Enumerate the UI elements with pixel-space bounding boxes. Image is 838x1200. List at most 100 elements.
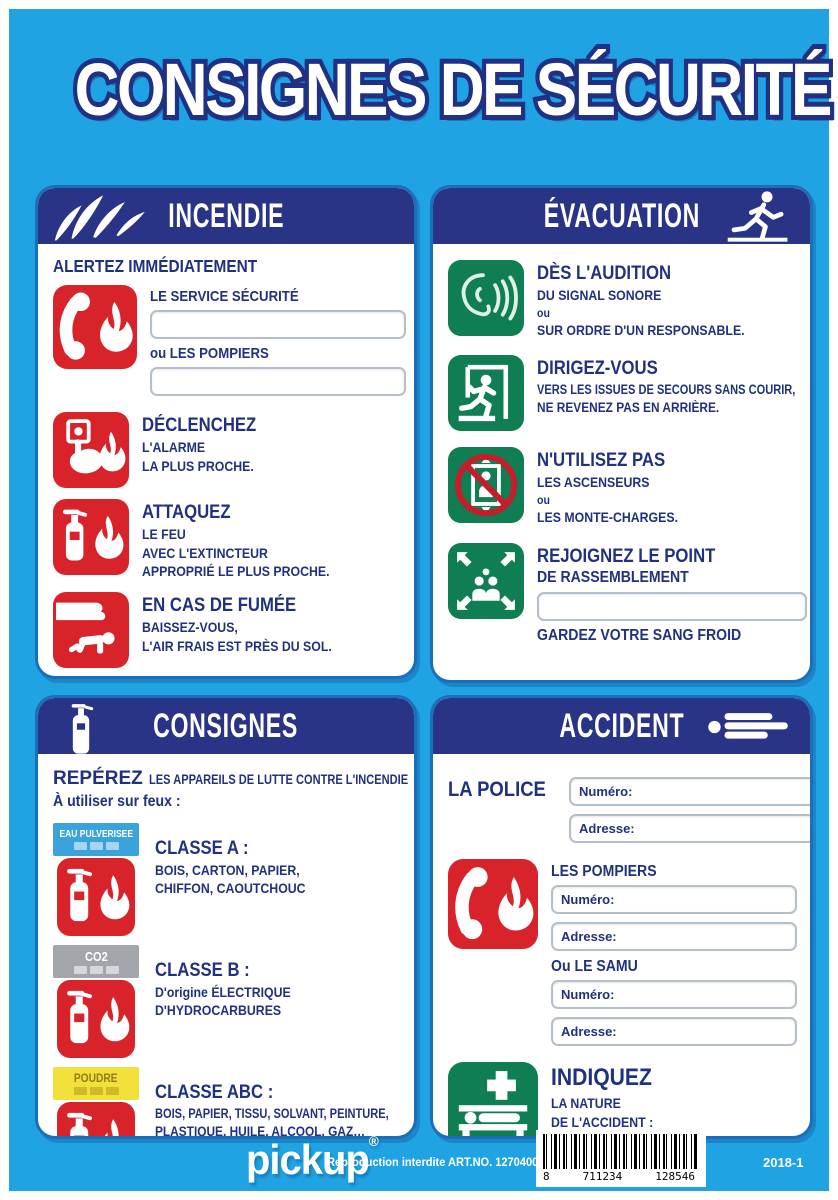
evacuation-exit-row: DIRIGEZ-VOUS VERS LES ISSUES DE SECOURS … (448, 355, 797, 432)
rassemblement-head: REJOIGNEZ LE POINT (537, 545, 716, 567)
accident-header: ACCIDENT (433, 698, 810, 754)
ascenseurs-line: ou (537, 492, 550, 507)
evacuation-elevator-row: N'UTILISEZ PAS LES ASCENSEURS ou LES MON… (448, 447, 797, 526)
pickup-logo-text: pickup (246, 1136, 370, 1183)
poster-title-text: CONSIGNES DE SÉCURITÉ (74, 48, 833, 131)
fumee-line: L'AIR FRAIS EST PRÈS DU SOL. (142, 637, 332, 654)
indiquez-head: INDIQUEZ (551, 1064, 652, 1091)
lying-person-icon (708, 713, 788, 739)
attaquez-line: APPROPRIÉ LE PLUS PROCHE. (142, 563, 330, 580)
barcode-digit-group: 128546 (655, 1170, 695, 1183)
eau-pulverisee-tag: EAU PULVERISEE (53, 822, 139, 856)
declenchez-line: L'ALARME (142, 438, 206, 455)
classe-a-head: CLASSE A : (155, 837, 249, 859)
samu-numero-input[interactable]: Numéro: (551, 980, 797, 1009)
extinguisher-fire-icon (53, 980, 139, 1058)
assembly-point-icon (448, 542, 524, 619)
attaquez-line: LE FEU (142, 525, 186, 542)
fumee-head: EN CAS DE FUMÉE (142, 595, 297, 617)
panel-evacuation: ÉVACUATION (430, 185, 813, 683)
dirigez-head: DIRIGEZ-VOUS (537, 358, 658, 380)
classe-b-row: CO2 CLASSE B : D'origine ÉLECTRIQUE D'HY… (53, 944, 401, 1058)
evacuation-audition-row: DÈS L'AUDITION DU SIGNAL SONORE ou SUR O… (448, 260, 797, 339)
police-row: LA POLICE Numéro: Adresse: (448, 772, 810, 848)
incendie-smoke-row: EN CAS DE FUMÉE BAISSEZ-VOUS, L'AIR FRAI… (53, 592, 401, 669)
stretcher-icon (448, 1062, 538, 1136)
flames-icon (54, 195, 145, 241)
running-man-icon (727, 191, 788, 242)
ascenseurs-line: LES MONTE-CHARGES. (537, 508, 679, 525)
extinguisher-icon (71, 704, 94, 754)
pompiers-numero-input[interactable]: Numéro: (551, 885, 797, 914)
barcode-digits: 8 711234 128546 (543, 1169, 699, 1183)
panel-accident: ACCIDENT LA POLICE Numéro: Adresse: (430, 695, 813, 1139)
ascenseurs-line: LES ASCENSEURS (537, 474, 650, 491)
classe-a-line: CHIFFON, CAOUTCHOUC (155, 880, 306, 897)
reperez-strong: REPÉREZ (53, 768, 143, 789)
pompiers-label: ou LES POMPIERS (150, 345, 269, 363)
picto-box (73, 965, 87, 974)
evacuation-assembly-row: REJOIGNEZ LE POINT DE RASSEMBLEMENT GARD… (448, 542, 807, 647)
poster-title-outline: CONSIGNES DE SÉCURITÉ (70, 43, 836, 136)
incendie-alarm-row: DÉCLENCHEZ L'ALARME LA PLUS PROCHE. (53, 412, 401, 489)
sang-froid-line: GARDEZ VOTRE SANG FROID (537, 627, 742, 645)
tag-pictos (73, 841, 119, 850)
incendie-header: INCENDIE (38, 188, 414, 244)
reproduction-notice: Reproduction interdite ART.NO. 127040010… (327, 1155, 557, 1169)
classe-a-row: EAU PULVERISEE CLASSE A : BOIS, CARTON, … (53, 822, 401, 936)
audition-line: DU SIGNAL SONORE (537, 286, 662, 303)
tag-label: POUDRE (74, 1071, 118, 1086)
pompiers-input[interactable] (150, 367, 406, 397)
classe-b-line: D'origine ÉLECTRIQUE (155, 983, 291, 1000)
pickup-logo: pickup® (246, 1133, 379, 1184)
poster-title: CONSIGNES DE SÉCURITÉ CONSIGNES DE SÉCUR… (70, 43, 836, 136)
fumee-line: BAISSEZ-VOUS, (142, 618, 238, 635)
no-elevator-icon (448, 447, 524, 524)
classe-abc-row: POUDRE CLASSE ABC : BOIS, PAPIER, TISSU,… (53, 1066, 401, 1139)
police-numero-input[interactable]: Numéro: (569, 777, 810, 806)
dirigez-line: NE REVENEZ PAS EN ARRIÈRE. (537, 400, 720, 416)
indiquez-line: LA NATURE (551, 1095, 621, 1111)
indiquez-line: DE L'ACCIDENT : (551, 1113, 654, 1130)
classe-abc-line: PLASTIQUE, HUILE, ALCOOL, GAZ… (155, 1123, 366, 1139)
barcode-digit-group: 8 (543, 1170, 550, 1183)
tag-pictos (73, 1087, 119, 1096)
samu-adresse-input[interactable]: Adresse: (551, 1017, 797, 1046)
classe-a-line: BOIS, CARTON, PAPIER, (155, 861, 300, 878)
crawl-under-smoke-icon (53, 592, 129, 669)
poster-background: CONSIGNES DE SÉCURITÉ CONSIGNES DE SÉCUR… (9, 9, 837, 1191)
audition-line: SUR ORDRE D'UN RESPONSABLE. (537, 321, 745, 338)
accident-title: ACCIDENT (559, 706, 684, 745)
police-adresse-input[interactable]: Adresse: (569, 814, 810, 843)
evacuation-header: ÉVACUATION (433, 188, 810, 244)
pompiers-adresse-input[interactable]: Adresse: (551, 922, 797, 951)
co2-tag: CO2 (53, 944, 139, 978)
picto-box (105, 965, 119, 974)
pompiers-row: LES POMPIERS Numéro: Adresse: Ou LE SAMU… (448, 859, 797, 1051)
picto-box (105, 1087, 119, 1096)
tag-label: CO2 (84, 948, 108, 964)
service-securite-input[interactable] (150, 310, 406, 340)
phone-fire-icon (448, 859, 538, 949)
utiliser-sub: À utiliser sur feux : (53, 793, 181, 810)
extinguisher-fire-icon (53, 1102, 139, 1139)
incendie-attack-row: ATTAQUEZ LE FEU AVEC L'EXTINCTEUR APPROP… (53, 499, 401, 581)
picto-box (89, 841, 103, 850)
declenchez-line: LA PLUS PROCHE. (142, 457, 254, 474)
barcode: 8 711234 128546 (536, 1130, 706, 1187)
rassemblement-input[interactable] (537, 592, 807, 622)
poudre-tag: POUDRE (53, 1066, 139, 1100)
service-securite-label: LE SERVICE SÉCURITÉ (150, 288, 299, 305)
attaquez-head: ATTAQUEZ (142, 502, 231, 524)
picto-box (73, 841, 87, 850)
classe-abc-line: BOIS, PAPIER, TISSU, SOLVANT, PEINTURE, (155, 1105, 389, 1121)
alarm-button-icon (53, 412, 129, 489)
classe-b-head: CLASSE B : (155, 959, 250, 981)
samu-heading: Ou LE SAMU (551, 958, 638, 975)
registered-mark: ® (368, 1133, 379, 1149)
indiquez-row: INDIQUEZ LA NATURE DE L'ACCIDENT : BLESS… (448, 1062, 797, 1136)
picto-box (89, 965, 103, 974)
panel-consignes: CONSIGNES REPÉREZ LES APPAREILS DE LUTTE… (35, 695, 417, 1139)
picto-box (89, 1087, 103, 1096)
consignes-header: CONSIGNES (38, 698, 414, 754)
